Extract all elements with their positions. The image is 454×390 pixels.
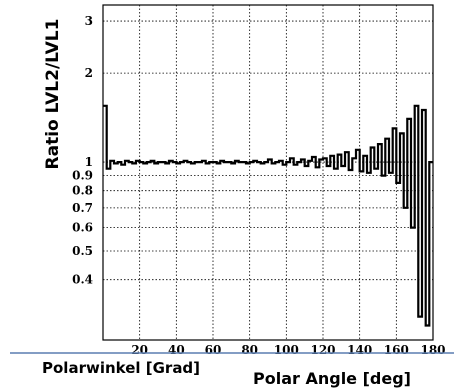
grid — [103, 5, 434, 340]
x-tick-label: 120 — [310, 343, 335, 357]
x-tick-label: 60 — [205, 343, 222, 357]
plot-frame — [102, 4, 434, 341]
x-ticks: 20 40 60 80 100 120 140 160 180 — [131, 343, 445, 357]
y-tick-label: 0.9 — [72, 169, 93, 183]
y-tick-label: 1 — [85, 155, 93, 169]
x-tick-label: 160 — [384, 343, 409, 357]
x-tick-label: 40 — [168, 343, 185, 357]
y-tick-label: 0.5 — [72, 244, 93, 258]
x-tick-label: 140 — [347, 343, 372, 357]
y-ticks: 3 2 10.90.8 0.7 0.6 0.5 0.4 — [72, 14, 93, 287]
x-tick-label: 100 — [274, 343, 299, 357]
ratio-series-line — [103, 104, 433, 327]
y-axis-label: Ratio LVL2/LVL1 — [43, 19, 63, 170]
y-tick-label: 0.8 — [72, 184, 93, 198]
x-tick-label: 80 — [241, 343, 258, 357]
y-tick-label: 3 — [85, 14, 93, 28]
y-tick-label: 0.6 — [72, 221, 93, 235]
x-tick-label: 180 — [420, 343, 445, 357]
y-tick-label: 0.4 — [72, 273, 93, 287]
x-axis-label-german: Polarwinkel [Grad] — [42, 359, 200, 377]
y-tick-label: 0.7 — [72, 201, 93, 215]
x-tick-label: 20 — [131, 343, 148, 357]
x-axis-label-english: Polar Angle [deg] — [253, 369, 411, 388]
y-tick-label: 2 — [85, 66, 93, 80]
